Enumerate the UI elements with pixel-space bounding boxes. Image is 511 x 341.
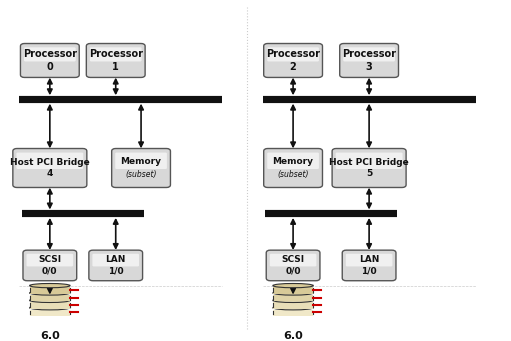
FancyBboxPatch shape (90, 47, 142, 61)
Bar (273, 287, 313, 294)
Text: (subset): (subset) (277, 170, 309, 179)
FancyBboxPatch shape (115, 152, 167, 169)
FancyBboxPatch shape (23, 250, 77, 281)
FancyBboxPatch shape (112, 149, 171, 188)
Bar (273, 310, 313, 316)
Text: (subset): (subset) (125, 170, 157, 179)
FancyBboxPatch shape (27, 254, 73, 266)
FancyBboxPatch shape (24, 47, 76, 61)
FancyBboxPatch shape (16, 152, 83, 169)
Text: Memory: Memory (121, 158, 161, 166)
Text: Host PCI Bridge
5: Host PCI Bridge 5 (329, 158, 409, 178)
FancyBboxPatch shape (20, 44, 79, 77)
Bar (30, 287, 70, 294)
FancyBboxPatch shape (332, 149, 406, 188)
Bar (30, 310, 70, 316)
Ellipse shape (30, 291, 70, 295)
Text: Host PCI Bridge
4: Host PCI Bridge 4 (10, 158, 90, 178)
Bar (30, 295, 70, 301)
Text: LAN
1/0: LAN 1/0 (106, 255, 126, 276)
FancyBboxPatch shape (340, 44, 399, 77)
FancyBboxPatch shape (336, 152, 403, 169)
FancyBboxPatch shape (343, 47, 395, 61)
Bar (273, 302, 313, 309)
Ellipse shape (273, 283, 313, 288)
Text: LAN
1/0: LAN 1/0 (359, 255, 379, 276)
Ellipse shape (30, 298, 70, 302)
FancyBboxPatch shape (264, 149, 322, 188)
FancyBboxPatch shape (92, 254, 139, 266)
FancyBboxPatch shape (346, 254, 392, 266)
Bar (30, 302, 70, 309)
FancyBboxPatch shape (89, 250, 143, 281)
FancyBboxPatch shape (86, 44, 145, 77)
Bar (273, 295, 313, 301)
Text: SCSI
0/0: SCSI 0/0 (38, 255, 61, 276)
FancyBboxPatch shape (270, 254, 316, 266)
Text: 6.0: 6.0 (283, 331, 303, 341)
FancyBboxPatch shape (267, 47, 319, 61)
Ellipse shape (273, 306, 313, 310)
Text: Processor
2: Processor 2 (266, 49, 320, 72)
FancyBboxPatch shape (266, 250, 320, 281)
Ellipse shape (30, 306, 70, 310)
Ellipse shape (30, 283, 70, 288)
Text: Memory: Memory (272, 158, 314, 166)
Text: 6.0: 6.0 (40, 331, 60, 341)
Ellipse shape (273, 291, 313, 295)
FancyBboxPatch shape (13, 149, 87, 188)
FancyBboxPatch shape (342, 250, 396, 281)
Text: Processor
3: Processor 3 (342, 49, 396, 72)
FancyBboxPatch shape (264, 44, 322, 77)
FancyBboxPatch shape (267, 152, 319, 169)
Text: SCSI
0/0: SCSI 0/0 (282, 255, 305, 276)
Ellipse shape (273, 298, 313, 302)
Text: Processor
1: Processor 1 (89, 49, 143, 72)
Text: Processor
0: Processor 0 (23, 49, 77, 72)
